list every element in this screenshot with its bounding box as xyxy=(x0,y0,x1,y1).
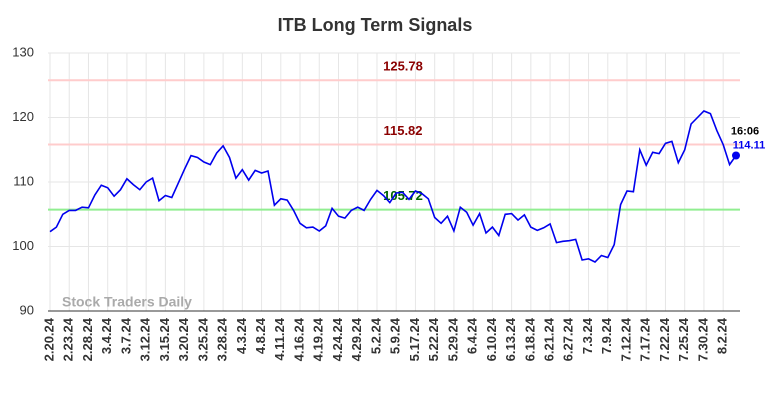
x-tick-label: 3.28.24 xyxy=(215,317,230,361)
x-tick-label: 5.2.24 xyxy=(368,317,383,354)
x-tick-label: 4.3.24 xyxy=(234,317,249,354)
x-tick-label: 5.22.24 xyxy=(426,317,441,361)
last-value-label: 114.11 xyxy=(733,139,765,151)
x-tick-label: 4.24.24 xyxy=(330,317,345,361)
chart-title: ITB Long Term Signals xyxy=(278,15,473,35)
price-line xyxy=(49,110,737,263)
x-tick-label: 6.27.24 xyxy=(561,317,576,361)
x-tick-label: 3.25.24 xyxy=(195,317,210,361)
reference-label: 125.78 xyxy=(383,59,423,74)
y-tick-label: 90 xyxy=(20,302,34,317)
x-tick-label: 3.15.24 xyxy=(157,317,172,361)
x-tick-label: 6.18.24 xyxy=(522,317,537,361)
x-tick-label: 6.13.24 xyxy=(503,317,518,361)
x-tick-label: 2.28.24 xyxy=(80,317,95,361)
x-tick-label: 7.25.24 xyxy=(676,317,691,361)
x-tick-label: 7.12.24 xyxy=(618,317,633,361)
reference-label: 115.82 xyxy=(383,123,422,138)
x-tick-label: 7.22.24 xyxy=(657,317,672,361)
x-tick-label: 4.29.24 xyxy=(349,317,364,361)
y-tick-label: 100 xyxy=(12,238,34,253)
x-tick-label: 3.12.24 xyxy=(138,317,153,361)
x-tick-label: 4.16.24 xyxy=(291,317,306,361)
x-tick-label: 7.3.24 xyxy=(580,317,595,354)
x-tick-label: 4.8.24 xyxy=(253,317,268,354)
x-tick-label: 3.4.24 xyxy=(99,317,114,354)
last-time-label: 16:06 xyxy=(731,125,759,137)
watermark: Stock Traders Daily xyxy=(62,294,192,310)
x-tick-label: 8.2.24 xyxy=(715,317,730,354)
x-tick-label: 2.20.24 xyxy=(41,317,56,361)
x-tick-label: 5.17.24 xyxy=(407,317,422,361)
reference-label: 105.72 xyxy=(383,188,423,203)
x-tick-label: 6.10.24 xyxy=(484,317,499,361)
x-tick-label: 4.19.24 xyxy=(311,317,326,361)
x-tick-label: 6.4.24 xyxy=(465,317,480,354)
x-tick-label: 3.20.24 xyxy=(176,317,191,361)
x-tick-label: 5.9.24 xyxy=(388,317,403,354)
x-tick-label: 3.7.24 xyxy=(118,317,133,354)
x-tick-label: 6.21.24 xyxy=(542,317,557,361)
y-tick-label: 120 xyxy=(12,109,34,124)
x-tick-label: 7.30.24 xyxy=(695,317,710,361)
y-tick-label: 110 xyxy=(13,173,34,188)
x-tick-label: 7.17.24 xyxy=(638,317,653,361)
x-tick-label: 7.9.24 xyxy=(599,317,614,354)
x-tick-label: 2.23.24 xyxy=(61,317,76,361)
x-tick-label: 4.11.24 xyxy=(272,317,287,360)
last-point xyxy=(732,151,740,160)
y-tick-label: 130 xyxy=(12,44,34,59)
x-tick-label: 5.29.24 xyxy=(445,317,460,361)
